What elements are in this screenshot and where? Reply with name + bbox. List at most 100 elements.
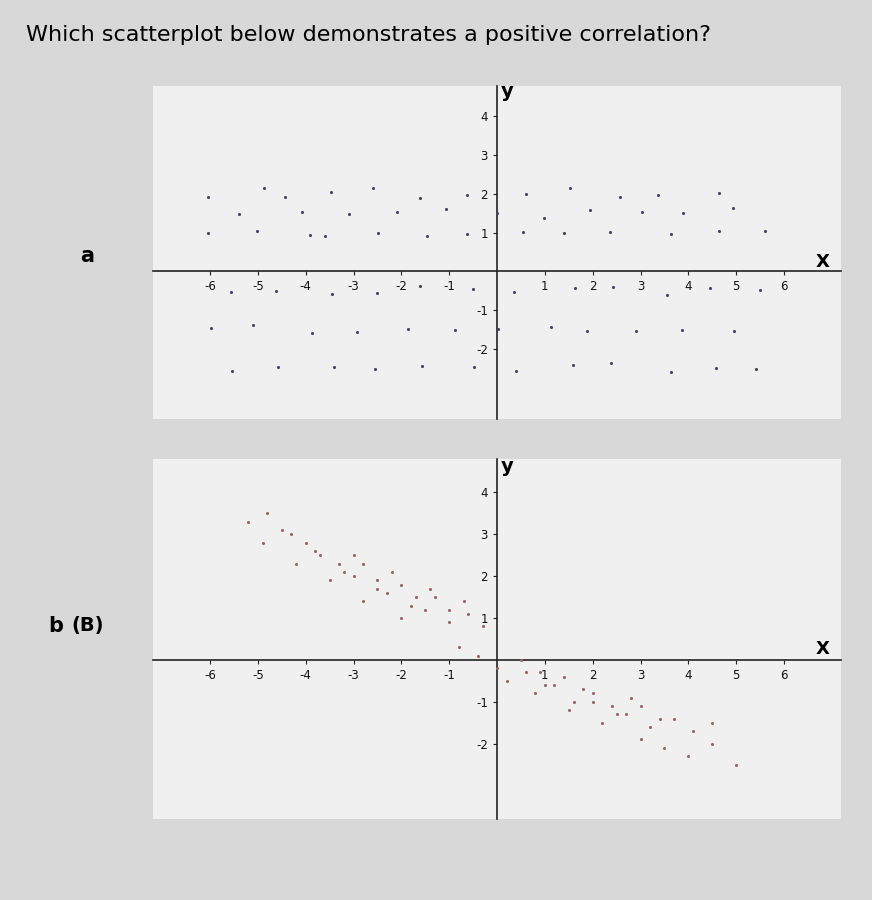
Text: y: y — [501, 456, 513, 476]
Point — [324, 185, 338, 200]
Point — [538, 678, 552, 692]
Point — [365, 181, 379, 195]
Point — [394, 578, 408, 592]
Point — [278, 189, 292, 203]
Point — [225, 364, 239, 378]
Point — [567, 695, 581, 709]
Point — [325, 287, 339, 302]
Point — [664, 364, 678, 379]
Point — [528, 686, 542, 700]
Point — [653, 711, 667, 725]
Point — [457, 594, 471, 608]
Point — [371, 581, 385, 596]
Point — [201, 190, 215, 204]
Point — [544, 320, 558, 335]
Point — [613, 190, 627, 204]
Point — [255, 536, 269, 550]
Text: Which scatterplot below demonstrates a positive correlation?: Which scatterplot below demonstrates a p… — [26, 25, 711, 45]
Point — [299, 536, 313, 550]
Point — [712, 224, 726, 238]
Point — [703, 281, 717, 295]
Point — [303, 228, 317, 242]
Point — [295, 205, 309, 220]
Point — [323, 573, 337, 588]
Point — [576, 682, 590, 697]
Point — [250, 223, 264, 238]
Point — [624, 690, 638, 705]
Point — [492, 322, 506, 337]
Point — [204, 320, 218, 335]
Point — [269, 284, 283, 299]
Point — [471, 649, 485, 663]
Point — [490, 662, 504, 676]
Point — [580, 323, 594, 338]
Point — [318, 229, 332, 243]
Point — [705, 716, 719, 730]
Point — [562, 703, 576, 717]
Point — [515, 225, 529, 239]
Point — [651, 188, 664, 202]
Point — [368, 362, 382, 376]
Point — [726, 324, 740, 338]
Point — [271, 360, 285, 374]
Point — [635, 204, 649, 219]
Point — [415, 359, 429, 374]
Point — [313, 548, 327, 562]
Point — [726, 201, 740, 215]
Point — [247, 318, 261, 332]
Point — [460, 187, 473, 202]
Point — [261, 506, 275, 520]
Point — [232, 207, 246, 221]
Point — [309, 544, 323, 558]
Point — [275, 523, 289, 537]
Point — [729, 758, 743, 772]
Point — [409, 590, 423, 604]
Point — [224, 285, 238, 300]
Point — [664, 227, 678, 241]
Point — [419, 229, 433, 243]
Point — [476, 619, 490, 634]
Point — [390, 205, 404, 220]
Point — [461, 607, 475, 621]
Point — [563, 181, 577, 195]
Point — [460, 227, 473, 241]
Point — [346, 569, 360, 583]
Point — [404, 598, 418, 613]
Point — [356, 594, 370, 608]
Point — [508, 284, 521, 299]
Text: a: a — [80, 247, 94, 266]
Point — [582, 202, 596, 217]
Point — [586, 695, 600, 709]
Point — [537, 211, 551, 225]
Point — [557, 670, 571, 684]
Point — [634, 698, 648, 713]
Text: (B): (B) — [72, 616, 104, 635]
Point — [290, 556, 303, 571]
Text: X: X — [815, 641, 829, 659]
Point — [675, 323, 689, 338]
Point — [686, 724, 700, 738]
Point — [332, 556, 346, 571]
Point — [452, 640, 466, 654]
Point — [605, 698, 619, 713]
Point — [370, 285, 384, 300]
Point — [753, 284, 767, 298]
Point — [242, 515, 255, 529]
Point — [619, 707, 633, 722]
Point — [548, 678, 562, 692]
Point — [419, 602, 433, 616]
Point — [394, 611, 408, 625]
Point — [423, 581, 437, 596]
Point — [509, 364, 523, 378]
Point — [596, 716, 610, 730]
Point — [413, 192, 427, 206]
Point — [439, 202, 453, 216]
Point — [351, 325, 364, 339]
Point — [566, 358, 580, 373]
Point — [557, 225, 571, 239]
Point — [603, 356, 617, 371]
Point — [284, 527, 298, 542]
Point — [712, 185, 726, 200]
Point — [657, 741, 671, 755]
Point — [758, 224, 772, 238]
